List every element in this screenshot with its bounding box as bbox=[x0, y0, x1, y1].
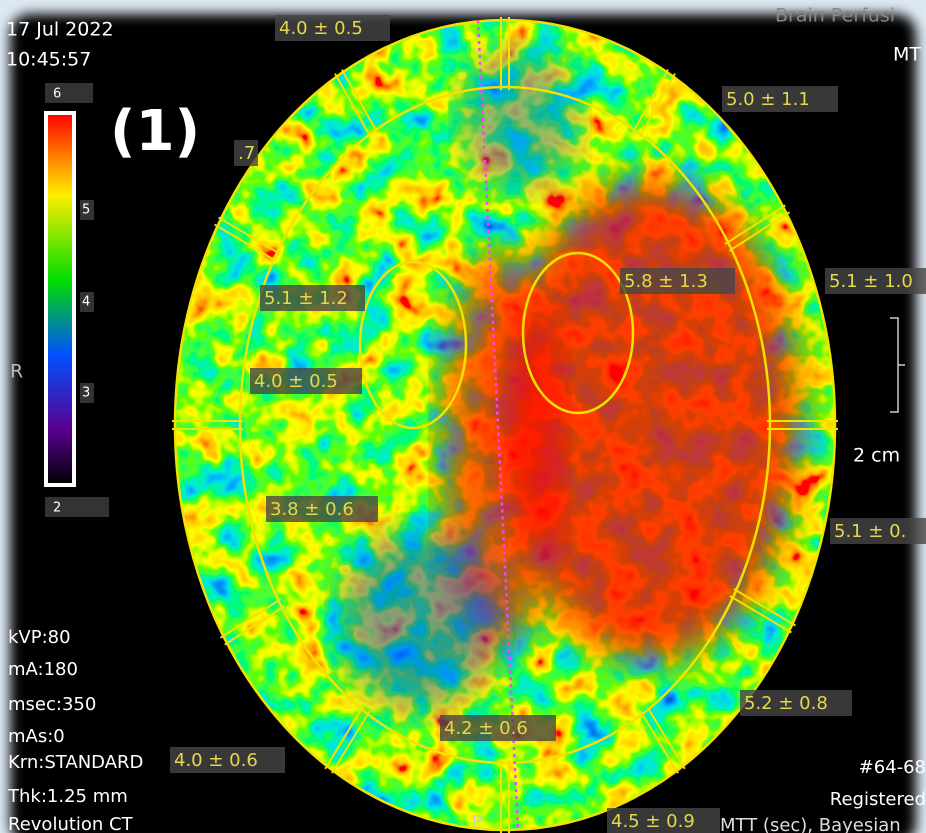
panel-label: (1) bbox=[110, 99, 200, 164]
scan-param: kVP:80 bbox=[8, 627, 71, 648]
roi-value: 5.1 ± 0. bbox=[834, 521, 906, 542]
page: 17 Jul 2022 10:45:57 Brain Perfusi MT (1) 6 5 4… bbox=[0, 0, 926, 833]
roi-value: 5.8 ± 1.3 bbox=[624, 271, 708, 292]
roi-value: 4.0 ± 0.6 bbox=[174, 750, 258, 771]
scan-param: Revolution CT bbox=[8, 814, 134, 833]
registration-status: Registered bbox=[830, 789, 926, 810]
series-number: #64-68 bbox=[859, 757, 926, 778]
map-name: MT bbox=[893, 44, 921, 66]
scale-min: 2 bbox=[53, 501, 61, 516]
roi-value: .7 bbox=[238, 143, 255, 164]
roi-value: 5.1 ± 1.2 bbox=[264, 288, 348, 309]
scan-param: mAs:0 bbox=[8, 726, 65, 747]
roi-value: 4.5 ± 0.9 bbox=[611, 811, 695, 832]
scale-tick: 5 bbox=[82, 203, 90, 218]
scale-tick: 3 bbox=[82, 386, 90, 401]
scan-param: msec:350 bbox=[8, 694, 96, 715]
roi-value: 4.0 ± 0.5 bbox=[254, 371, 338, 392]
scan-param: Krn:STANDARD bbox=[8, 752, 143, 773]
map-info: MTT (sec), Bayesian bbox=[720, 815, 901, 833]
scale-tick: 4 bbox=[82, 295, 90, 310]
date: 17 Jul 2022 bbox=[6, 19, 114, 41]
scan-param: Thk:1.25 mm bbox=[7, 786, 128, 807]
orientation-marker: P bbox=[472, 812, 482, 831]
roi-value: 5.1 ± 1.0 bbox=[829, 271, 913, 292]
roi-value: 4.0 ± 0.5 bbox=[279, 18, 363, 39]
scan-param: mA:180 bbox=[8, 659, 78, 680]
roi-value: 4.2 ± 0.6 bbox=[444, 718, 528, 739]
scale-bar-label: 2 cm bbox=[853, 445, 900, 467]
ct-perfusion-view: 17 Jul 2022 10:45:57 Brain Perfusi MT (1) 6 5 4… bbox=[0, 0, 926, 833]
scale-max: 6 bbox=[53, 87, 61, 102]
time: 10:45:57 bbox=[6, 49, 91, 71]
side-marker: R bbox=[10, 361, 23, 383]
protocol: Brain Perfusi bbox=[775, 5, 895, 27]
color-bar bbox=[46, 113, 74, 485]
roi-value: 5.0 ± 1.1 bbox=[726, 89, 810, 110]
roi-value: 5.2 ± 0.8 bbox=[744, 693, 828, 714]
roi-value: 3.8 ± 0.6 bbox=[270, 499, 354, 520]
